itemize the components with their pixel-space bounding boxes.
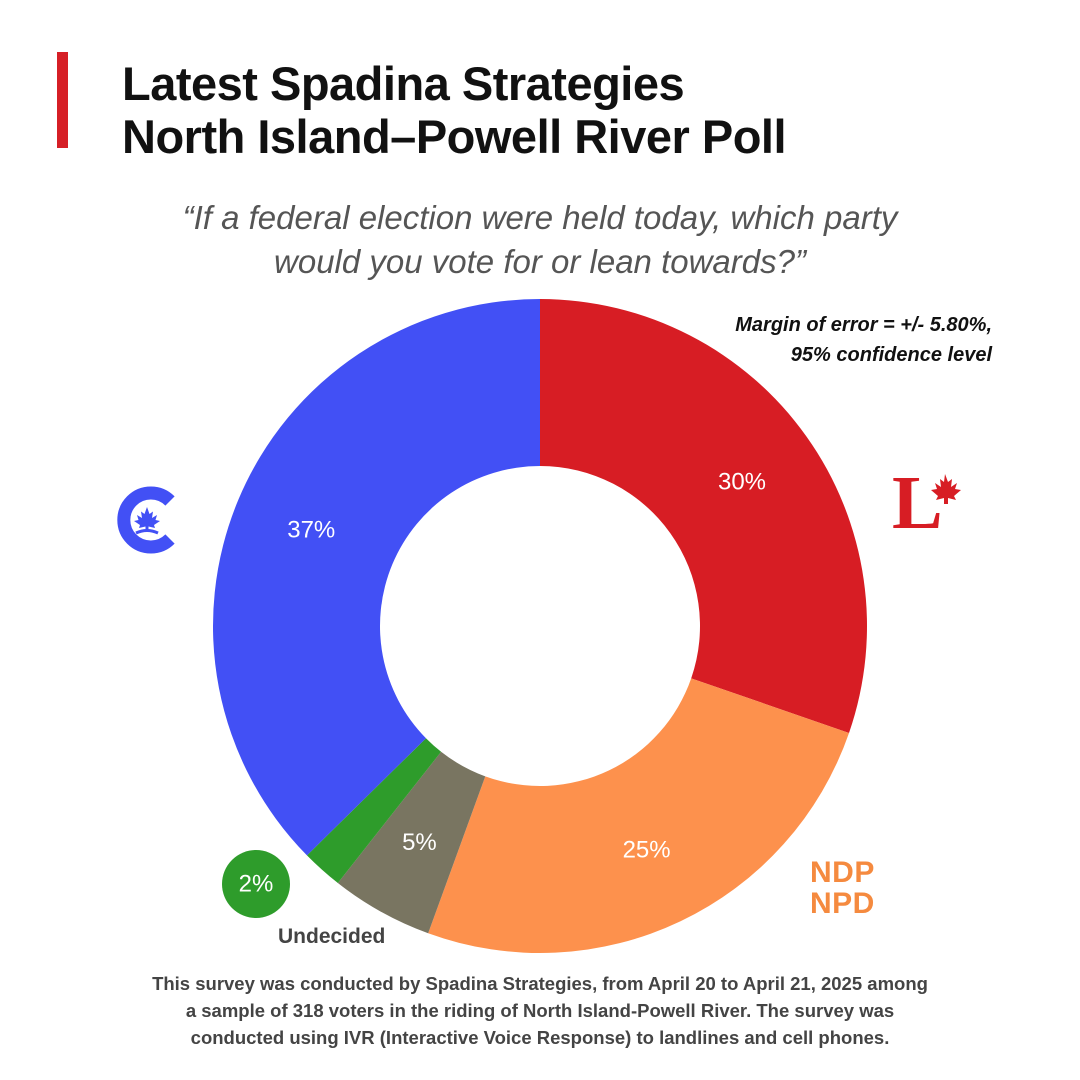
poll-question: “If a federal election were held today, … <box>0 196 1080 284</box>
slice-label-undecided: 5% <box>402 829 437 856</box>
slice-label-liberal: 30% <box>718 469 766 496</box>
question-line-1: “If a federal election were held today, … <box>182 199 898 236</box>
svg-text:L: L <box>892 461 943 535</box>
slice-other <box>306 738 442 884</box>
slice-undecided <box>337 751 486 934</box>
ndp-logo: NDP NPD <box>810 856 875 920</box>
chart-slices <box>213 299 867 953</box>
undecided-label: Undecided <box>278 925 386 948</box>
methodology-footer: This survey was conducted by Spadina Str… <box>0 971 1080 1051</box>
margin-of-error-note: Margin of error = +/- 5.80%, 95% confide… <box>735 310 992 370</box>
slice-liberal <box>540 299 867 733</box>
moe-line-2: 95% confidence level <box>790 344 992 366</box>
slice-label-ndp: 25% <box>623 836 671 863</box>
page-title: Latest Spadina Strategies North Island–P… <box>122 57 787 163</box>
question-line-2: would you vote for or lean towards?” <box>274 243 806 281</box>
title-line-1: Latest Spadina Strategies <box>122 57 685 110</box>
ndp-logo-line-1: NDP <box>810 856 875 889</box>
undecided-callout: 2% <box>222 850 290 918</box>
footer-line-3: conducted using IVR (Interactive Voice R… <box>190 1026 890 1048</box>
accent-bar <box>57 52 68 148</box>
slice-ndp <box>428 678 850 953</box>
chart-slice-labels: 30% 25% 5% 37% <box>287 469 766 864</box>
title-line-2: North Island–Powell River Poll <box>122 109 787 163</box>
slice-callout-bubble <box>222 850 290 918</box>
moe-line-1: Margin of error = +/- 5.80%, <box>735 314 992 336</box>
slice-label-conservative: 37% <box>287 517 335 544</box>
slice-label-other: 2% <box>239 871 274 898</box>
slice-conservative <box>213 299 540 856</box>
footer-line-1: This survey was conducted by Spadina Str… <box>152 973 928 994</box>
footer-line-2: a sample of 318 voters in the riding of … <box>185 999 895 1021</box>
ndp-logo-line-2: NPD <box>810 886 875 920</box>
conservative-party-logo-icon <box>117 486 175 554</box>
liberal-party-logo-icon: L <box>892 461 961 535</box>
